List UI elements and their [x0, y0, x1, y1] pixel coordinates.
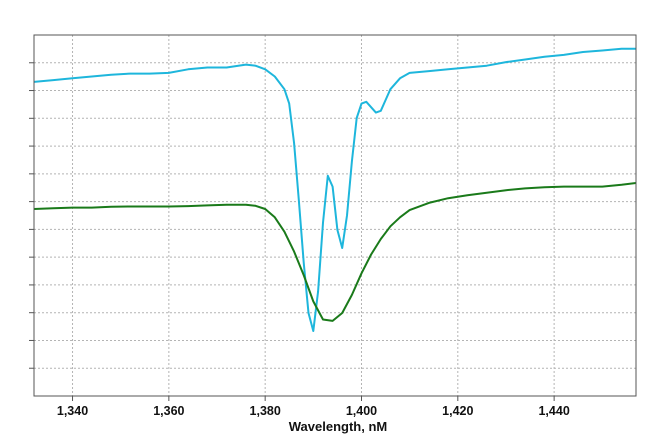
x-tick-label: 1,380 [250, 404, 281, 418]
series-line-1 [33, 47, 636, 332]
x-tick-label: 1,340 [57, 404, 88, 418]
series-layer [33, 47, 637, 332]
y-axis-ticks [29, 62, 34, 369]
x-axis-title: Wavelength, nM [289, 419, 387, 434]
x-axis-ticks [72, 396, 555, 401]
x-tick-label: 1,440 [538, 404, 569, 418]
plot-frame [33, 34, 637, 397]
x-tick-labels: 1,340 1,360 1,380 1,400 1,420 1,440 [57, 404, 570, 418]
x-tick-label: 1,420 [442, 404, 473, 418]
x-tick-label: 1,400 [346, 404, 377, 418]
series-line-2 [33, 182, 637, 322]
x-tick-label: 1,360 [153, 404, 184, 418]
horizontal-gridlines [34, 62, 636, 369]
vertical-gridlines [72, 35, 555, 396]
